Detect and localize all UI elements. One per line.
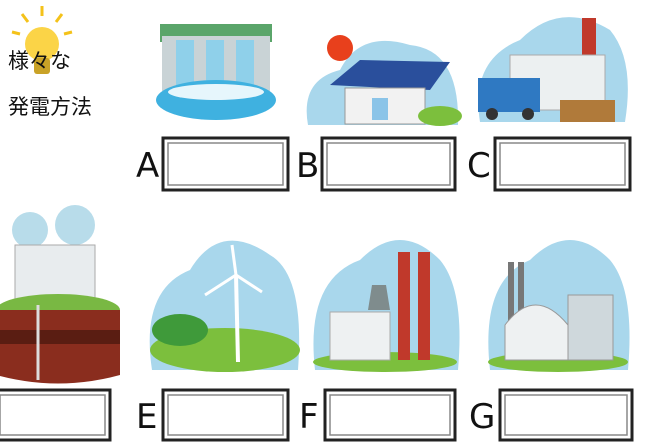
answer-label: F <box>299 397 319 437</box>
answer-label: A <box>136 146 159 186</box>
answer-label: G <box>469 397 495 437</box>
title-line: 様々な <box>8 49 71 73</box>
hydro-illustration <box>156 24 276 120</box>
worksheet: 様々な 発電方法 <box>0 0 648 448</box>
answer-label: B <box>296 146 319 186</box>
solar-illustration <box>307 35 462 126</box>
nuclear-illustration <box>488 240 630 372</box>
title-line: 発電方法 <box>8 95 92 119</box>
thermal-illustration <box>313 240 460 372</box>
geothermal-illustration <box>0 205 120 384</box>
answer-label: C <box>467 146 491 186</box>
answer-label: E <box>136 397 157 437</box>
wind-illustration <box>150 241 300 372</box>
biomass-illustration <box>478 17 628 122</box>
